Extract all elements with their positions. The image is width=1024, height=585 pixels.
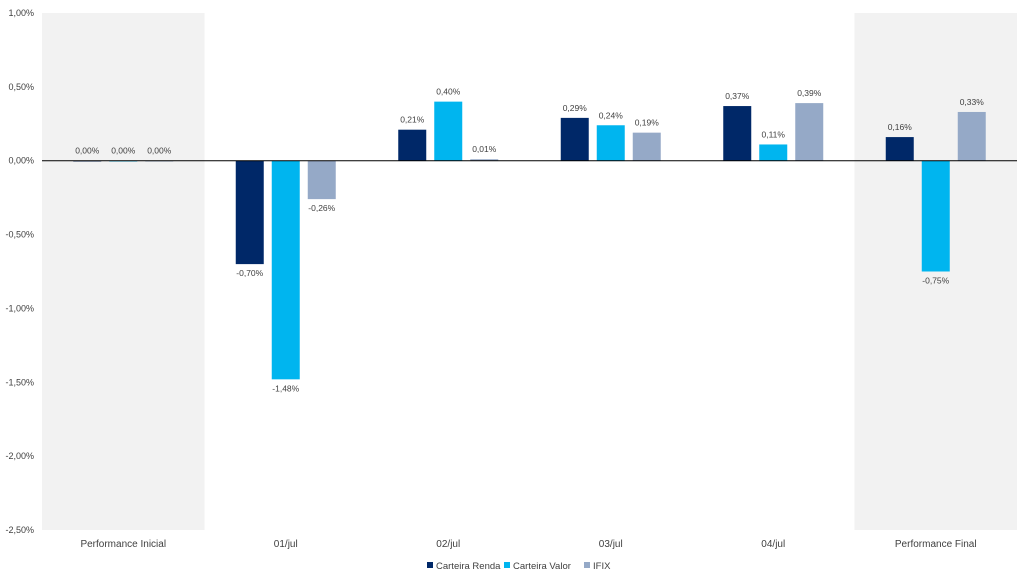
legend-swatch <box>427 562 433 568</box>
data-label: 0,33% <box>960 97 985 107</box>
y-tick-label: -2,00% <box>5 451 34 461</box>
legend-label: Carteira Valor <box>513 561 571 572</box>
bars-layer <box>73 101 986 380</box>
bar <box>271 160 300 380</box>
bar <box>723 106 752 161</box>
y-tick-label: -0,50% <box>5 230 34 240</box>
bar <box>795 103 824 161</box>
bar <box>596 125 625 161</box>
data-label: 0,37% <box>725 91 750 101</box>
y-tick-label: 0,00% <box>8 156 34 166</box>
data-label: 0,16% <box>888 122 913 132</box>
highlight-band-0 <box>42 13 205 530</box>
x-category-label: Performance Inicial <box>80 539 166 550</box>
data-label: -0,70% <box>236 268 263 278</box>
bar <box>560 117 589 161</box>
bar <box>885 137 914 161</box>
x-axis-category-labels: Performance Inicial 01/jul 02/jul 03/jul 04/… <box>80 539 976 550</box>
legend-label: IFIX <box>593 561 611 572</box>
y-tick-label: 1,00% <box>8 8 34 18</box>
data-label: 0,00% <box>111 146 136 156</box>
bar <box>921 160 950 272</box>
x-category-label: 02/jul <box>436 539 460 550</box>
legend-label: Carteira Renda <box>436 561 501 572</box>
data-label: -0,75% <box>922 276 949 286</box>
bar <box>632 132 661 161</box>
data-label: 0,01% <box>472 144 497 154</box>
bar <box>957 111 986 161</box>
y-tick-label: -1,00% <box>5 303 34 313</box>
legend-swatch <box>584 562 590 568</box>
data-label: 0,00% <box>147 146 172 156</box>
bar <box>398 129 427 161</box>
data-labels: 0,00% -0,70% 0,21% 0,29% 0,37% 0,16% 0,00% -1,4… <box>75 87 984 394</box>
data-label: 0,00% <box>75 146 100 156</box>
y-tick-label: -2,50% <box>5 525 34 535</box>
y-tick-label: -1,50% <box>5 377 34 387</box>
x-category-label: 01/jul <box>274 539 298 550</box>
x-category-label: 04/jul <box>761 539 785 550</box>
bar <box>235 160 264 265</box>
data-label: -0,26% <box>308 203 335 213</box>
data-label: 0,39% <box>797 88 822 98</box>
data-label: 0,11% <box>762 129 786 139</box>
data-label: -1,48% <box>272 383 299 393</box>
y-axis-ticks: 1,00% 0,50% 0,00% -0,50% -1,00% -1,50% -2,00% -… <box>5 8 34 535</box>
data-label: 0,19% <box>635 118 660 128</box>
data-label: 0,24% <box>599 110 624 120</box>
legend-swatch <box>504 562 510 568</box>
bar <box>759 144 788 161</box>
data-label: 0,21% <box>400 115 425 125</box>
bar <box>307 160 336 200</box>
x-category-label: 03/jul <box>599 539 623 550</box>
legend: Carteira Renda Carteira Valor IFIX <box>427 561 611 572</box>
y-tick-label: 0,50% <box>8 82 34 92</box>
highlight-bands <box>42 13 1017 530</box>
x-category-label: Performance Final <box>895 539 977 550</box>
data-label: 0,40% <box>436 87 461 97</box>
data-label: 0,29% <box>563 103 588 113</box>
bar <box>470 159 499 161</box>
bar <box>434 101 463 161</box>
